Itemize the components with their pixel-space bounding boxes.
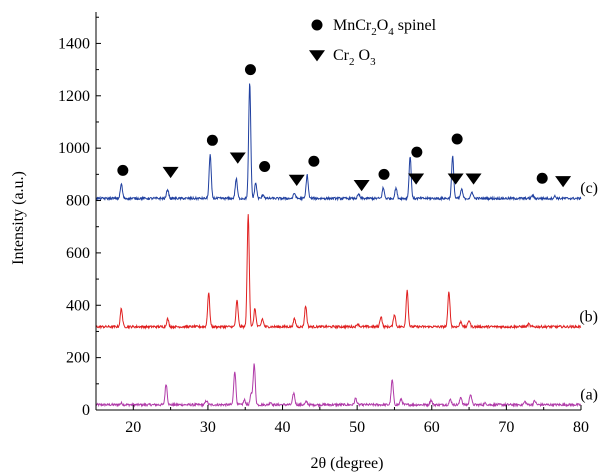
y-tick-label: 400 (66, 297, 90, 314)
cr2o3-marker-9 (353, 180, 370, 192)
cr2o3-marker-17 (555, 176, 572, 188)
y-tick-label: 1200 (58, 88, 90, 105)
y-axis-title: Intensity (a.u.) (10, 171, 27, 265)
y-tick-label: 200 (66, 350, 90, 367)
x-tick-label: 70 (498, 419, 514, 436)
legend-label: MnCr2O4 spinel (333, 17, 437, 38)
series-line-2 (95, 214, 582, 330)
legend-spinel-marker (311, 19, 323, 31)
y-tick-label: 0 (82, 402, 90, 419)
y-tick-label: 800 (66, 193, 90, 210)
spinel-marker-1 (117, 164, 129, 176)
series-layer: (a) (b) (c) (95, 83, 598, 408)
x-tick-label: 60 (424, 419, 440, 436)
y-tick-label: 1400 (58, 35, 90, 52)
legend-label: Cr2 O3 (333, 47, 376, 68)
cr2o3-marker-7 (288, 174, 305, 186)
spinel-marker-6 (259, 160, 271, 172)
cr2o3-marker-2 (162, 166, 179, 179)
spinel-marker-13 (451, 133, 463, 145)
spinel-marker-10 (378, 168, 390, 180)
spinel-marker-16 (536, 172, 548, 184)
series-label-1: (a) (580, 386, 598, 403)
spinel-marker-3 (206, 134, 218, 146)
spinel-marker-5 (244, 64, 256, 76)
spinel-marker-12 (411, 146, 423, 158)
series-line-3 (95, 83, 582, 202)
legend-cr2o3-marker (309, 50, 325, 62)
x-tick-label: 80 (573, 419, 589, 436)
peak-markers (117, 64, 572, 192)
series-label-3: (c) (580, 180, 598, 197)
x-tick-label: 20 (125, 419, 141, 436)
cr2o3-marker-11 (408, 173, 425, 185)
spinel-marker-8 (308, 155, 320, 167)
cr2o3-marker-14 (447, 173, 464, 185)
series-label-2: (b) (579, 308, 598, 325)
y-tick-label: 600 (66, 245, 90, 262)
x-tick-label: 50 (349, 419, 365, 436)
x-tick-label: 40 (275, 419, 291, 436)
cr2o3-marker-4 (229, 152, 246, 164)
series-line-1 (95, 363, 582, 408)
cr2o3-marker-15 (465, 173, 482, 185)
x-axis-title: 2θ (degree) (311, 455, 384, 472)
x-tick-label: 30 (200, 419, 216, 436)
legend: MnCr2O4 spinel Cr2 O3 (309, 17, 437, 68)
y-tick-label: 1000 (58, 140, 90, 157)
